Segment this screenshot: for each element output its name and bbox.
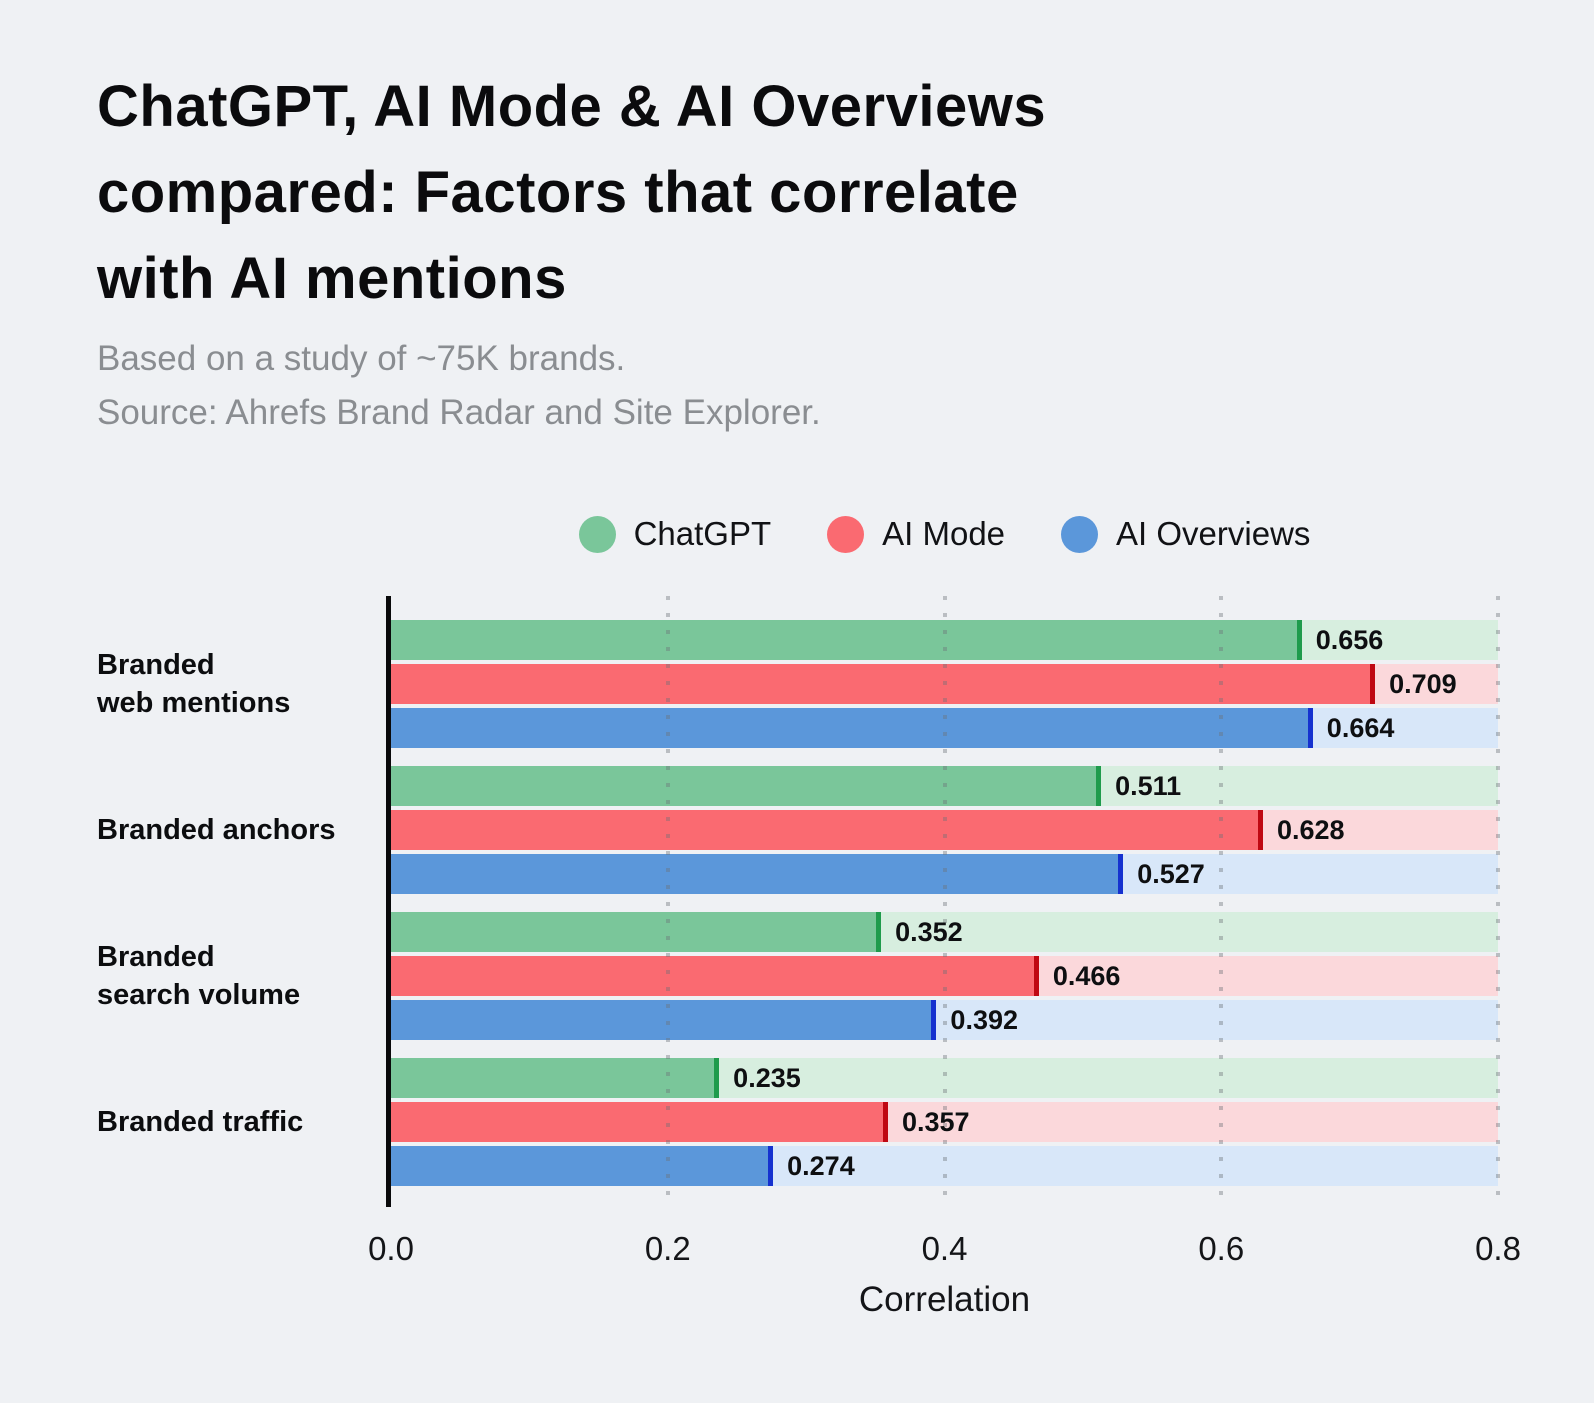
gridline	[1219, 596, 1224, 1207]
bar-edge-line	[1118, 854, 1124, 894]
bar-edge-line	[1370, 664, 1376, 704]
bar-edge-line	[876, 912, 882, 952]
plot-area: 0.656 0.709 0.664 0.511 0.628 0.527 0.352 0.466…	[386, 596, 1500, 1207]
x-tick-label: 0.6	[1198, 1230, 1245, 1267]
bar-row: 0.628	[391, 810, 1498, 850]
bar-group: 0.511 0.628 0.527	[391, 766, 1498, 894]
bar-edge-line	[882, 1102, 888, 1142]
bar-row: 0.709	[391, 664, 1498, 704]
legend-dot-icon	[1061, 515, 1099, 553]
bar-edge-line	[1296, 620, 1302, 660]
category-label: Branded web mentions	[97, 649, 291, 719]
bar-edge-line	[1307, 708, 1313, 748]
x-tick-label: 0.0	[368, 1230, 414, 1267]
bar-row: 0.664	[391, 708, 1498, 748]
bar-value-label: 0.235	[733, 1062, 801, 1093]
bar-edge-line	[1033, 956, 1039, 996]
chart-subtitle: Based on a study of ~75K brands. Source:…	[97, 339, 821, 432]
chart-title: ChatGPT, AI Mode & AI Overviews compared…	[97, 74, 1047, 311]
x-tick-label: 0.2	[644, 1230, 691, 1267]
bar-value-label: 0.274	[787, 1150, 855, 1181]
gridline	[665, 596, 670, 1207]
bar	[391, 620, 1299, 660]
bar-group: 0.352 0.466 0.392	[391, 912, 1498, 1040]
bar	[391, 854, 1121, 894]
bar-value-label: 0.656	[1315, 624, 1384, 655]
x-axis-title: Correlation	[858, 1280, 1031, 1319]
legend: ChatGPT AI Mode AI Overviews	[391, 512, 1498, 556]
bar-row: 0.274	[391, 1146, 1498, 1186]
legend-item-ai-mode: AI Mode	[827, 515, 1005, 553]
bar-value-label: 0.392	[950, 1004, 1018, 1035]
legend-label: AI Mode	[882, 515, 1006, 552]
category-label: Branded search volume	[97, 941, 301, 1011]
bar-row: 0.656	[391, 620, 1498, 660]
bar	[391, 1102, 885, 1142]
bar-value-label: 0.628	[1276, 814, 1345, 845]
bar-group: 0.235 0.357 0.274	[391, 1058, 1498, 1186]
bar	[391, 810, 1260, 850]
bar-value-label: 0.352	[895, 916, 963, 947]
bar-row: 0.527	[391, 854, 1498, 894]
category-label: Branded anchors	[97, 814, 336, 846]
bar	[391, 708, 1310, 748]
bar-value-label: 0.709	[1389, 668, 1457, 699]
bar-row: 0.235	[391, 1058, 1498, 1098]
bar-value-label: 0.527	[1137, 858, 1205, 889]
bar-groups: 0.656 0.709 0.664 0.511 0.628 0.527 0.352 0.466…	[391, 596, 1498, 1186]
bar-row: 0.511	[391, 766, 1498, 806]
bar-group: 0.656 0.709 0.664	[391, 620, 1498, 748]
gridline	[942, 596, 947, 1207]
bar-edge-line	[714, 1058, 720, 1098]
bar-row: 0.352	[391, 912, 1498, 952]
bar-row: 0.357	[391, 1102, 1498, 1142]
legend-dot-icon	[578, 515, 616, 553]
bar-value-label: 0.664	[1326, 712, 1395, 743]
category-label: Branded traffic	[97, 1106, 304, 1138]
bar-edge-line	[931, 1000, 937, 1040]
bar	[391, 912, 879, 952]
x-tick-label: 0.8	[1475, 1230, 1521, 1267]
bar	[391, 1146, 771, 1186]
bar	[391, 1000, 934, 1040]
bar-value-label: 0.511	[1115, 770, 1182, 801]
x-axis-ticks: 0.0 0.2 0.4 0.6 0.8	[368, 1230, 1521, 1270]
bar-value-label: 0.466	[1052, 960, 1121, 991]
category-axis-labels: Branded web mentions Branded anchors Brand…	[97, 596, 377, 1231]
legend-label: AI Overviews	[1116, 515, 1311, 552]
bar-row: 0.466	[391, 956, 1498, 996]
bar	[391, 766, 1099, 806]
legend-label: ChatGPT	[633, 515, 772, 552]
bar	[391, 956, 1036, 996]
bar-edge-line	[1257, 810, 1263, 850]
bar-row: 0.392	[391, 1000, 1498, 1040]
gridline	[1496, 596, 1500, 1207]
bar	[391, 1058, 717, 1098]
legend-dot-icon	[827, 515, 865, 553]
legend-item-ai-overviews: AI Overviews	[1061, 515, 1310, 553]
legend-item-chatgpt: ChatGPT	[578, 515, 772, 553]
y-axis-line	[386, 596, 391, 1207]
bar-edge-line	[1096, 766, 1102, 806]
bar-edge-line	[768, 1146, 774, 1186]
bar-value-label: 0.357	[901, 1106, 970, 1137]
bar	[391, 664, 1373, 704]
x-tick-label: 0.4	[921, 1230, 968, 1267]
